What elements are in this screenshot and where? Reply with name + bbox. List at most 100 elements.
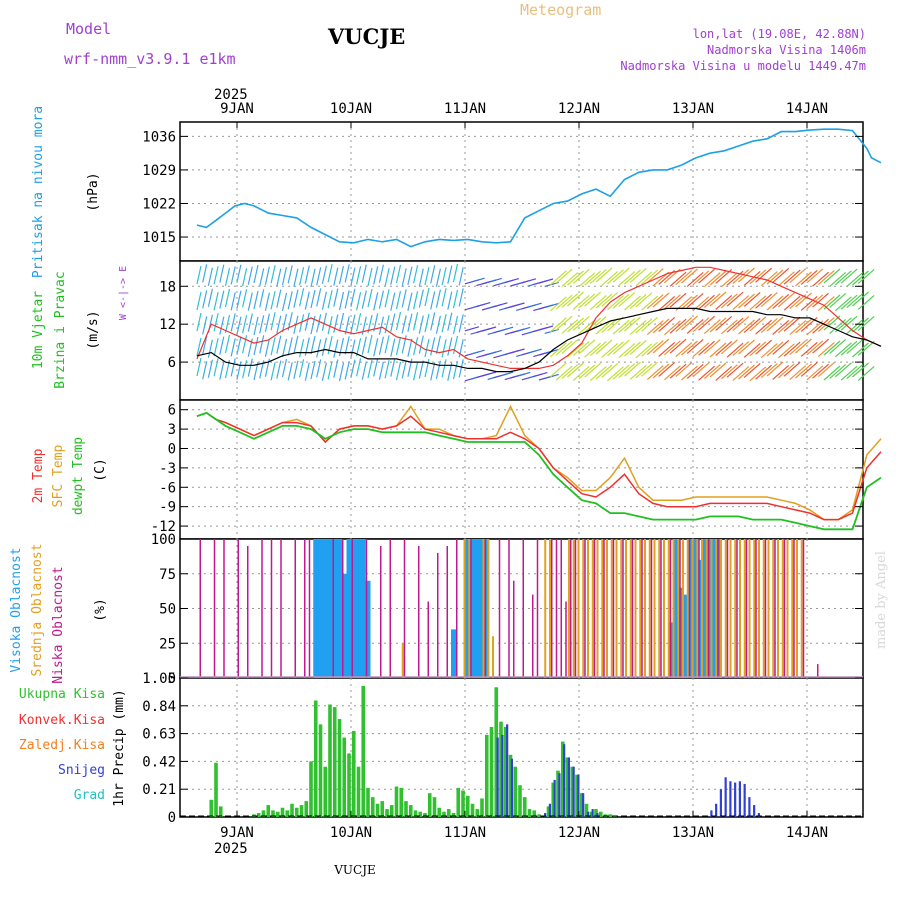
total-precip-bar xyxy=(494,687,499,817)
wind-barb xyxy=(384,289,390,308)
y-tick-label: 1029 xyxy=(142,163,176,179)
wind-barb xyxy=(823,294,841,310)
y-tick-label: 0 xyxy=(168,671,176,687)
wind-barb xyxy=(612,339,630,355)
total-precip-bar xyxy=(451,813,456,817)
wind-barb xyxy=(367,288,373,308)
wind-barb xyxy=(224,267,231,287)
wind-barb xyxy=(732,269,750,285)
total-precip-bar xyxy=(527,809,532,817)
wind-barb xyxy=(766,341,784,357)
pressure-line xyxy=(196,128,882,248)
wind-barb xyxy=(698,315,715,331)
wind-barb xyxy=(612,293,630,309)
wind-barb xyxy=(692,317,710,333)
wind-barb xyxy=(413,265,419,284)
wind-barb xyxy=(732,341,750,357)
wind-barb xyxy=(835,296,852,312)
wind-barb xyxy=(749,295,767,311)
wind-barb xyxy=(219,290,225,309)
wind-barb xyxy=(316,359,322,378)
wind-barb xyxy=(646,320,664,336)
total-precip-bar xyxy=(266,805,271,817)
wind-barb xyxy=(550,362,567,378)
wind-barb xyxy=(487,277,502,283)
wind-barb xyxy=(550,342,567,358)
wind-barb xyxy=(857,268,875,284)
wind-barb xyxy=(321,362,327,381)
wind-barb xyxy=(424,313,430,333)
wind-barb xyxy=(304,265,310,284)
wind-barb xyxy=(270,362,276,381)
wind-barb xyxy=(533,372,548,378)
wind-barb xyxy=(760,292,778,308)
wind-barb xyxy=(589,269,607,285)
wind-barb xyxy=(681,315,698,331)
wind-barb xyxy=(732,295,750,311)
wind-barb xyxy=(447,291,453,310)
wind-barb xyxy=(846,293,864,309)
wind-barb xyxy=(840,315,858,331)
wind-barb xyxy=(452,335,459,355)
wind-barb xyxy=(464,326,480,332)
wind-barb xyxy=(646,365,664,381)
wind-barb xyxy=(772,364,790,380)
wind-barb xyxy=(829,338,847,354)
wind-barb xyxy=(293,289,299,308)
wind-barb xyxy=(395,290,402,310)
y-tick-label: 1036 xyxy=(142,129,176,145)
wind-barb xyxy=(595,364,613,380)
total-precip-bar xyxy=(589,811,594,817)
wind-barb xyxy=(572,315,590,331)
wind-barb xyxy=(567,291,584,307)
wind-barb xyxy=(430,337,436,356)
wind-barb xyxy=(230,266,236,285)
wind-barb xyxy=(612,364,630,380)
cloud-ylabel-2: Srednja Oblacnost xyxy=(30,543,45,676)
wind-barb xyxy=(316,314,322,333)
precip-ylabel: 1hr Precip (mm) xyxy=(112,689,127,806)
wind-barb xyxy=(618,343,636,359)
total-precip-bar xyxy=(389,805,394,817)
wind-barb xyxy=(823,268,841,284)
total-precip-bar xyxy=(461,790,465,817)
wind-barb xyxy=(373,292,379,311)
wind-barb xyxy=(413,362,419,381)
wind-barb xyxy=(703,293,721,309)
wind-barb xyxy=(350,267,356,286)
wind-barb xyxy=(202,264,208,283)
wind-barb xyxy=(686,271,704,287)
wind-barb xyxy=(800,361,818,377)
wind-barb xyxy=(481,326,497,332)
station-title: VUCJE xyxy=(327,24,405,49)
wind-barb xyxy=(213,338,219,357)
wind-barb xyxy=(624,269,641,285)
wind-barb xyxy=(743,317,761,333)
wind-barb xyxy=(817,296,835,312)
wind-barb xyxy=(293,360,299,379)
wind-barb xyxy=(441,288,447,307)
wind-barb xyxy=(196,337,202,357)
wind-barb xyxy=(219,361,225,380)
total-precip-bar xyxy=(537,814,541,817)
wind-barb xyxy=(572,268,590,284)
wind-barb xyxy=(658,341,676,357)
wind-barb xyxy=(607,341,624,357)
y-tick-label: 0.21 xyxy=(142,782,176,798)
wind-barb xyxy=(441,339,447,358)
wind-barb xyxy=(772,339,790,355)
wind-barb xyxy=(835,270,852,286)
wind-barb xyxy=(350,314,356,333)
wind-barb xyxy=(287,265,293,284)
wind-barb xyxy=(219,336,225,355)
wind-barb xyxy=(658,316,676,332)
wind-barb xyxy=(835,342,852,358)
snow-bar xyxy=(734,782,737,817)
wind-barb xyxy=(270,265,276,284)
wind-barb xyxy=(350,288,356,307)
wind-barb xyxy=(338,291,345,311)
wind-barb xyxy=(789,340,807,356)
wind-barb xyxy=(390,266,396,285)
total-precip-bar xyxy=(304,801,309,817)
